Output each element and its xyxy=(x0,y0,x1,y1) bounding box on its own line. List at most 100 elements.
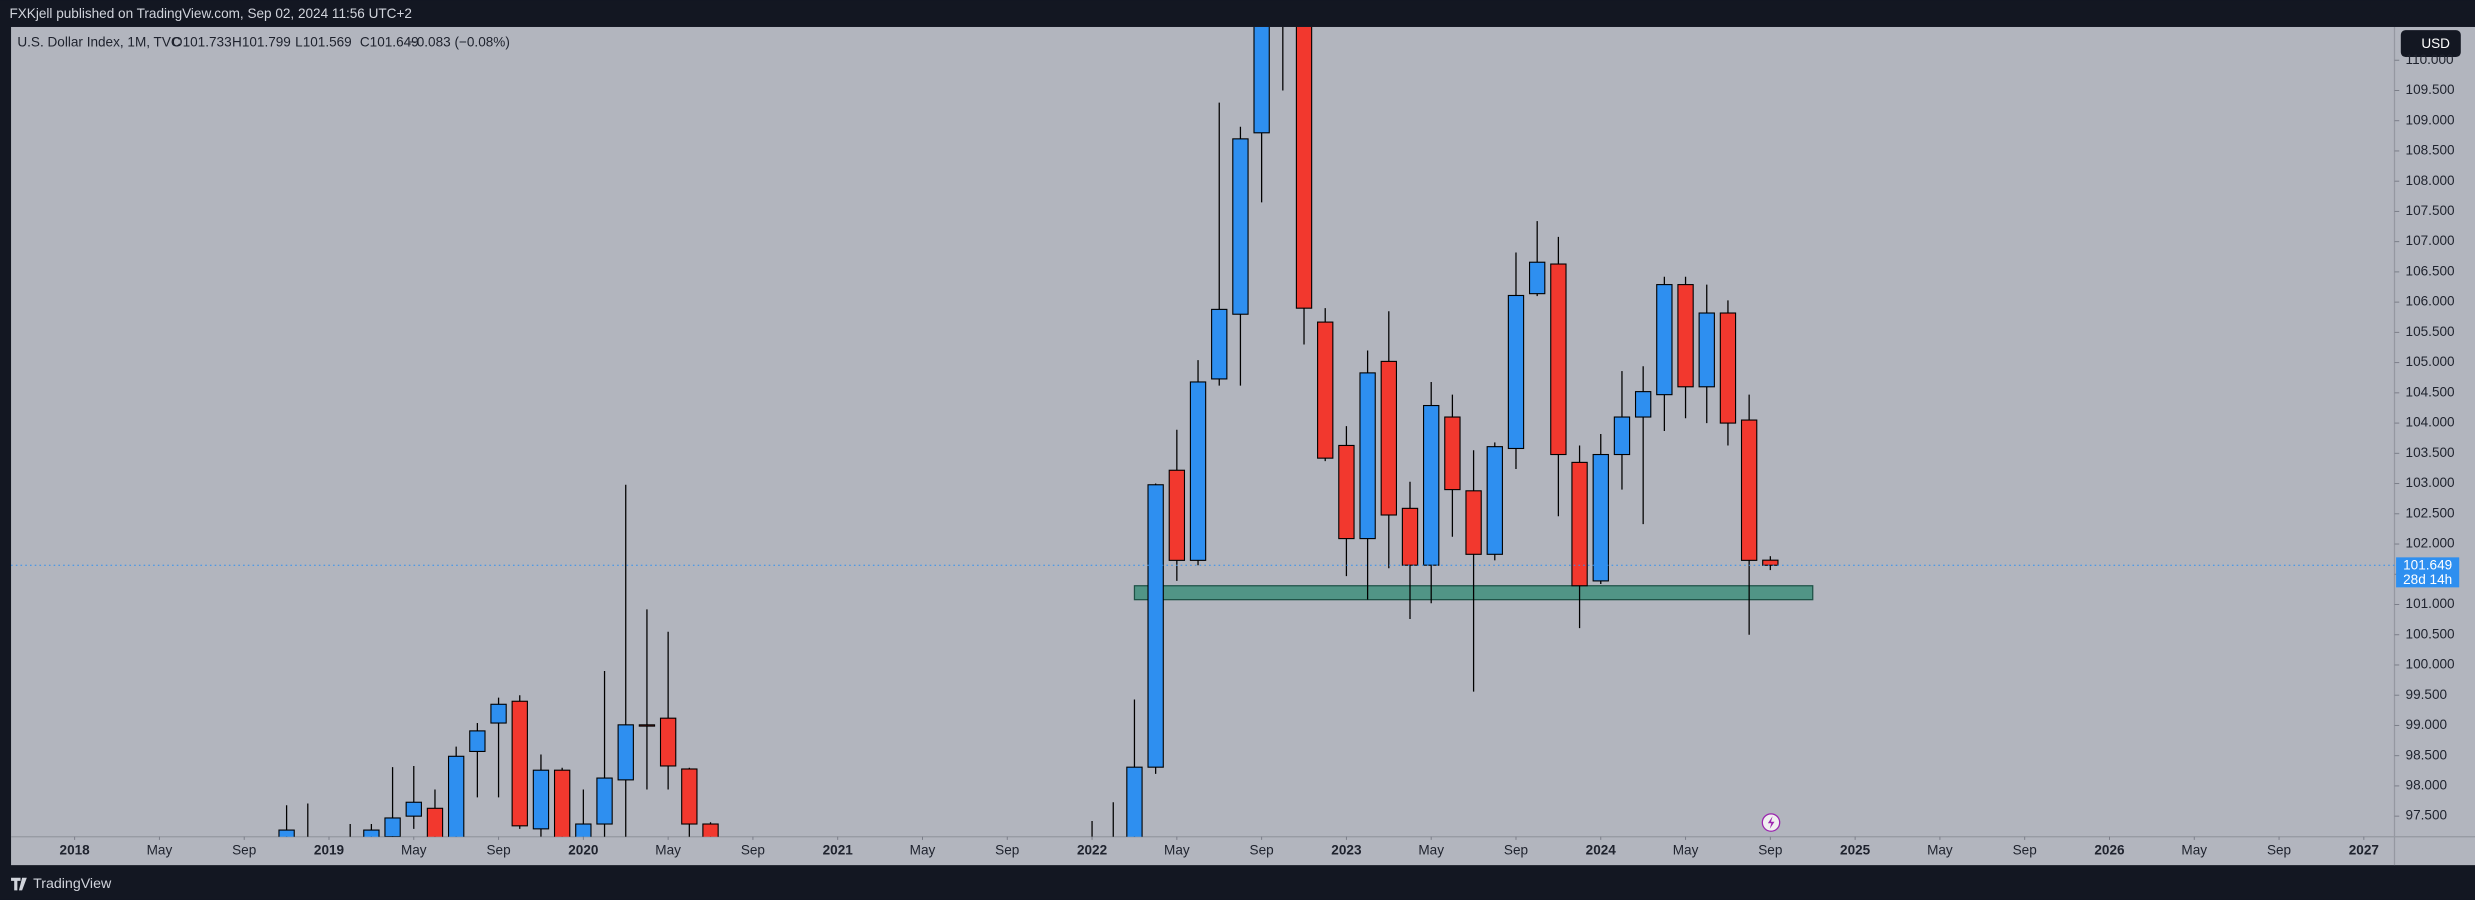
brand-name: TradingView xyxy=(33,876,112,892)
y-tick-label: 97.500 xyxy=(2406,808,2448,823)
candle-body xyxy=(469,730,486,753)
y-tick-label: 106.000 xyxy=(2406,294,2455,309)
candle-body xyxy=(405,801,422,817)
y-tick-label: 103.000 xyxy=(2406,475,2455,490)
y-tick-label: 100.000 xyxy=(2406,657,2455,672)
candle-body xyxy=(1634,391,1652,418)
x-tick-label: 2024 xyxy=(1586,843,1617,858)
x-tick-label: Sep xyxy=(1758,843,1782,858)
x-tick-label: 2022 xyxy=(1077,843,1107,858)
candle-body xyxy=(1740,419,1758,561)
y-tick-label: 110.000 xyxy=(2406,52,2454,67)
x-tick-label: 2021 xyxy=(823,843,854,858)
candle-body xyxy=(1359,372,1376,540)
x-tick-label: Sep xyxy=(741,843,765,858)
y-tick-label: 106.500 xyxy=(2406,263,2455,278)
brand: TradingView xyxy=(11,876,112,892)
candle-body xyxy=(1698,312,1715,388)
candle-body xyxy=(363,829,380,837)
candle-body xyxy=(1126,766,1143,837)
publisher-text: FXKjell published on TradingView.com, Se… xyxy=(9,6,411,21)
candle-body xyxy=(1762,559,1779,566)
y-tick-label: 109.500 xyxy=(2406,82,2455,97)
y-tick-label: 104.500 xyxy=(2406,384,2455,399)
candle-body xyxy=(1528,261,1546,295)
candle-body xyxy=(1189,381,1207,561)
plot xyxy=(11,26,2395,837)
candle-body xyxy=(1613,416,1631,456)
candle-body xyxy=(681,768,698,825)
x-tick-label: May xyxy=(910,843,936,858)
x-tick-label: May xyxy=(1673,843,1699,858)
x-tick-label: May xyxy=(1927,843,1953,858)
y-tick-label: 99.000 xyxy=(2406,717,2448,732)
x-tick-label: May xyxy=(1164,843,1190,858)
y-tick-label: 104.000 xyxy=(2406,415,2455,430)
ohlc-change: −0.083 (−0.08%) xyxy=(409,34,510,49)
y-tick-label: 105.000 xyxy=(2406,354,2455,369)
y-tick-label: 108.500 xyxy=(2406,143,2455,158)
candle-body xyxy=(1656,284,1673,396)
y-tick-label: 109.000 xyxy=(2406,112,2455,127)
ohlc-open: O101.733 xyxy=(172,34,232,49)
event-icon-bolt xyxy=(1767,816,1775,829)
candle-body xyxy=(596,777,613,825)
x-tick-label: Sep xyxy=(1250,843,1274,858)
x-tick-label: May xyxy=(655,843,681,858)
candle-body xyxy=(1444,416,1461,491)
y-tick-label: 99.500 xyxy=(2406,687,2448,702)
chart-title: U.S. Dollar Index, 1M, TVC xyxy=(17,34,181,49)
candle-body xyxy=(511,700,528,827)
x-tick-label: 2020 xyxy=(568,843,598,858)
candle-body xyxy=(1677,284,1694,388)
x-tick-label: Sep xyxy=(486,843,510,858)
candle-body xyxy=(490,703,507,724)
x-tick-label: Sep xyxy=(1504,843,1528,858)
y-tick-label: 100.500 xyxy=(2406,626,2455,641)
last-price-tag xyxy=(2396,557,2460,588)
x-tick-label: 2023 xyxy=(1331,843,1362,858)
y-tick-label: 107.000 xyxy=(2406,233,2455,248)
y-tick-label: 103.500 xyxy=(2406,445,2455,460)
ohlc-high: H101.799 xyxy=(232,34,291,49)
candle-body xyxy=(1168,469,1186,561)
candle-body xyxy=(1401,507,1419,566)
candle-body xyxy=(1486,446,1503,555)
y-tick-label: 101.000 xyxy=(2406,596,2455,611)
candle-body xyxy=(617,724,634,781)
x-tick-label: 2019 xyxy=(314,843,345,858)
candle-body xyxy=(1550,263,1567,456)
y-tick-label: 108.000 xyxy=(2406,173,2455,188)
x-tick-label: Sep xyxy=(232,843,256,858)
x-tick-label: 2026 xyxy=(2094,843,2125,858)
candle-body xyxy=(426,807,444,837)
candle-body xyxy=(278,829,295,837)
candle-body xyxy=(702,823,719,837)
y-tick-label: 105.500 xyxy=(2406,324,2455,339)
candle-body xyxy=(384,817,401,837)
candle-body xyxy=(1571,461,1588,587)
currency-label[interactable]: USD xyxy=(2421,36,2450,51)
y-tick-label: 102.500 xyxy=(2406,505,2455,520)
x-tick-label: 2025 xyxy=(1840,843,1871,858)
candle-body xyxy=(1380,360,1397,516)
currency-button[interactable] xyxy=(2400,30,2461,57)
countdown-label: 28d 14h xyxy=(2403,572,2452,587)
candle-body xyxy=(553,769,571,837)
candle-body xyxy=(1147,484,1164,768)
x-tick-label: 2018 xyxy=(60,843,91,858)
candle-body xyxy=(1465,490,1482,555)
candle-body xyxy=(659,717,677,767)
x-tick-label: Sep xyxy=(2013,843,2037,858)
candle-body xyxy=(532,769,550,830)
candle-body xyxy=(447,755,465,837)
y-tick-label: 98.000 xyxy=(2406,777,2448,792)
candle-body xyxy=(1719,312,1737,424)
candle-body xyxy=(1338,444,1355,540)
x-tick-label: May xyxy=(147,843,173,858)
y-tick-label: 98.500 xyxy=(2406,747,2448,762)
x-tick-label: May xyxy=(1418,843,1444,858)
candle-body xyxy=(1592,453,1609,582)
